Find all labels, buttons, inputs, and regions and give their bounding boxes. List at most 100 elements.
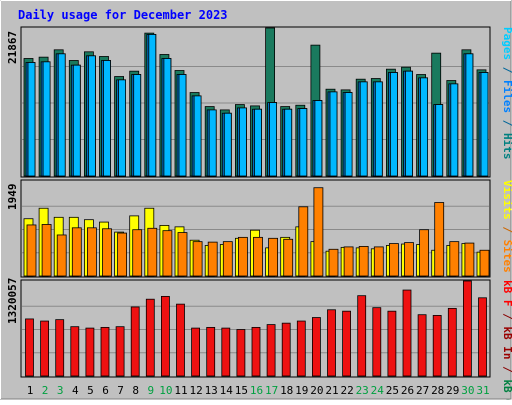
x-label-3: 3 [57, 384, 64, 397]
bar-visits-sites-sites-23 [358, 246, 369, 277]
bar-kbytes-kb-f-17 [266, 324, 276, 377]
bar-visits-sites-sites-21 [328, 248, 339, 277]
bar-hits-files-pages-pages-4 [72, 64, 81, 177]
x-label-18: 18 [280, 384, 293, 397]
bar-hits-files-pages-pages-3 [57, 53, 66, 177]
bar-visits-sites-sites-3 [56, 234, 67, 277]
x-label-9: 9 [147, 384, 154, 397]
bar-visits-sites-sites-16 [253, 236, 263, 277]
legend-part-0-2: Files [501, 80, 512, 113]
bar-visits-sites-sites-15 [237, 236, 248, 277]
panel-kbytes-legend: kB F / kB In / kB Out [501, 280, 512, 400]
legend-part-2-3: / [501, 360, 512, 380]
bar-hits-files-pages-pages-25 [389, 72, 398, 177]
bar-kbytes-kb-f-14 [221, 327, 231, 377]
bar-hits-files-pages-pages-13 [208, 109, 217, 177]
x-label-21: 21 [325, 384, 338, 397]
bar-hits-files-pages-pages-16 [254, 108, 262, 177]
x-label-13: 13 [205, 384, 218, 397]
bar-hits-files-pages-pages-22 [344, 92, 353, 177]
bar-hits-files-pages-pages-10 [163, 58, 172, 177]
bar-kbytes-kb-f-16 [251, 326, 261, 377]
bar-hits-files-pages-pages-11 [178, 74, 187, 177]
bar-kbytes-kb-f-24 [372, 307, 382, 377]
bar-hits-files-pages-pages-28 [435, 104, 444, 177]
x-label-25: 25 [386, 384, 399, 397]
x-label-6: 6 [102, 384, 109, 397]
bar-visits-sites-sites-29 [449, 241, 460, 277]
bar-visits-sites-sites-10 [162, 230, 173, 277]
bar-hits-files-pages-pages-15 [238, 107, 247, 177]
bar-kbytes-kb-f-12 [191, 327, 201, 377]
bar-kbytes-kb-f-2 [40, 320, 49, 377]
bar-kbytes-kb-f-11 [176, 303, 185, 377]
bar-kbytes-kb-f-7 [115, 326, 125, 377]
bar-hits-files-pages-pages-29 [450, 83, 459, 177]
legend-part-1-2: Sites [501, 240, 512, 273]
bar-marks [22, 27, 490, 377]
bar-kbytes-kb-f-19 [296, 320, 306, 377]
legend-part-2-2: kB In [501, 326, 512, 359]
bar-visits-sites-sites-22 [343, 246, 354, 277]
legend-part-2-4: kB Out [501, 379, 512, 400]
bar-visits-sites-sites-6 [102, 228, 112, 277]
x-label-31: 31 [476, 384, 489, 397]
bar-kbytes-kb-f-29 [447, 307, 457, 377]
legend-part-2-0: kB F [501, 280, 512, 307]
panel-visits-legend: Visits / Sites [501, 180, 512, 273]
x-label-16: 16 [250, 384, 263, 397]
bar-kbytes-kb-f-5 [85, 327, 95, 377]
legend-part-1-1: / [501, 220, 512, 240]
bar-kbytes-kb-f-8 [130, 306, 140, 377]
bar-kbytes-kb-f-13 [206, 326, 216, 377]
bar-visits-sites-sites-28 [434, 202, 445, 277]
bar-visits-sites-sites-30 [464, 242, 475, 277]
bar-hits-files-pages-pages-1 [27, 62, 36, 177]
bar-visits-sites-sites-27 [419, 229, 430, 277]
bar-hits-files-pages-pages-21 [329, 91, 338, 177]
x-label-27: 27 [416, 384, 429, 397]
bar-hits-files-pages-pages-23 [359, 81, 368, 177]
x-label-11: 11 [174, 384, 187, 397]
bar-visits-sites-sites-8 [132, 229, 143, 277]
x-label-14: 14 [220, 384, 234, 397]
legend-part-0-1: / [501, 60, 512, 80]
chart-title: Daily usage for December 2023 [18, 8, 228, 22]
bar-visits-sites-sites-19 [298, 206, 309, 277]
panel-hits-legend: Pages / Files / Hits [501, 27, 512, 160]
x-label-19: 19 [295, 384, 308, 397]
bar-visits-sites-sites-17 [268, 237, 279, 277]
x-label-29: 29 [446, 384, 459, 397]
legend-part-0-4: Hits [501, 133, 512, 160]
x-label-1: 1 [27, 384, 34, 397]
bar-kbytes-kb-f-27 [417, 314, 427, 377]
bar-visits-sites-sites-11 [177, 232, 188, 277]
bar-visits-sites-sites-12 [192, 241, 203, 277]
x-label-26: 26 [401, 384, 414, 397]
bar-hits-files-pages-pages-14 [223, 112, 232, 177]
bar-visits-sites-sites-5 [87, 227, 97, 277]
bar-hits-files-pages-pages-24 [374, 81, 383, 177]
bar-hits-files-pages-pages-27 [420, 77, 429, 177]
bar-kbytes-kb-f-6 [100, 326, 110, 377]
bar-visits-sites-sites-14 [222, 241, 233, 277]
bar-hits-files-pages-pages-6 [103, 60, 111, 177]
panel-kbytes-ymax-label: 1320057 [6, 278, 19, 324]
bar-hits-files-pages-pages-9 [148, 34, 157, 177]
bar-kbytes-kb-f-23 [357, 295, 367, 377]
bar-visits-sites-sites-13 [207, 241, 218, 277]
x-label-10: 10 [159, 384, 172, 397]
bar-visits-sites-sites-25 [388, 243, 399, 277]
bar-kbytes-kb-f-20 [311, 317, 321, 377]
bar-kbytes-kb-f-30 [462, 280, 472, 377]
bar-visits-sites-sites-4 [71, 227, 82, 277]
bar-kbytes-kb-f-1 [25, 318, 34, 377]
bar-visits-sites-sites-26 [404, 242, 414, 277]
bar-hits-files-pages-pages-30 [465, 53, 474, 177]
bar-visits-sites-sites-7 [117, 232, 127, 277]
x-label-30: 30 [461, 384, 474, 397]
legend-part-1-0: Visits [501, 180, 512, 220]
x-label-2: 2 [42, 384, 49, 397]
bar-kbytes-kb-f-4 [70, 326, 80, 377]
bar-kbytes-kb-f-21 [327, 309, 336, 377]
